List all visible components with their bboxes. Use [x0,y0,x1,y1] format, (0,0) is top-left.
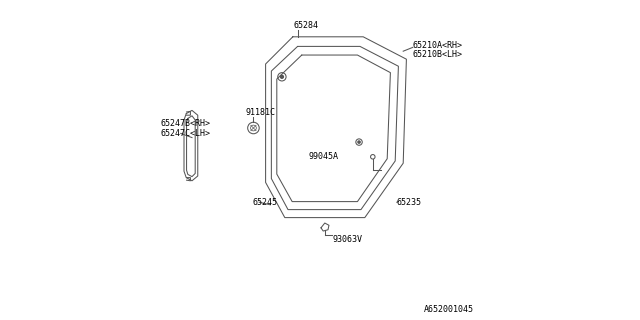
Text: A652001045: A652001045 [424,305,474,314]
Circle shape [358,141,360,143]
Text: 91181C: 91181C [246,108,276,117]
Text: 65210B<LH>: 65210B<LH> [413,50,463,59]
Text: 65247C<LH>: 65247C<LH> [161,129,211,138]
Text: 99045A: 99045A [308,152,338,161]
Circle shape [280,75,284,78]
Text: 65210A<RH>: 65210A<RH> [413,41,463,50]
Text: 65245: 65245 [253,198,278,207]
Text: 65235: 65235 [397,198,422,207]
Text: 65284: 65284 [294,21,319,30]
Text: 93063V: 93063V [332,235,362,244]
Text: 65247B<RH>: 65247B<RH> [161,119,211,128]
